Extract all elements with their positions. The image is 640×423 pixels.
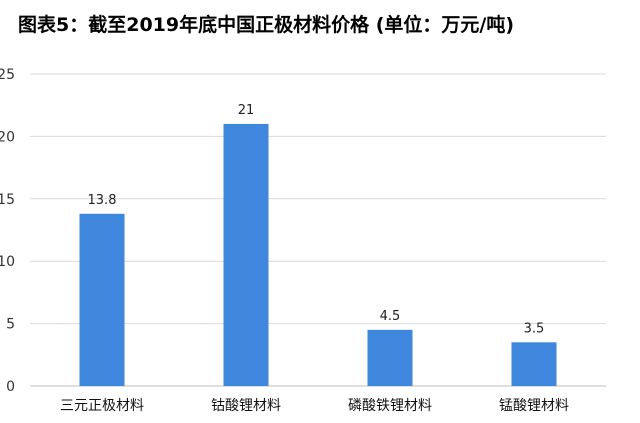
category-label: 磷酸铁锂材料: [348, 398, 432, 414]
y-tick-label: 20: [0, 129, 15, 145]
x-axis-categories: 三元正极材料 钴酸锂材料 磷酸铁锂材料 锰酸锂材料: [60, 398, 569, 414]
bar: [367, 329, 413, 386]
y-axis-ticks: 0 5 10 15 20 25: [0, 67, 15, 395]
y-tick-label: 15: [0, 192, 15, 208]
chart-title: 图表5：截至2019年底中国正极材料价格 (单位：万元/吨): [18, 14, 515, 36]
y-tick-label: 0: [6, 379, 15, 395]
data-label: 21: [238, 103, 255, 118]
category-label: 钴酸锂材料: [211, 398, 281, 414]
data-label: 13.8: [88, 193, 117, 208]
y-tick-label: 5: [6, 317, 15, 333]
data-labels: 13.8 21 4.5 3.5: [88, 103, 545, 336]
category-label: 锰酸锂材料: [499, 398, 569, 414]
y-tick-label: 10: [0, 254, 15, 270]
gridlines: [30, 73, 606, 387]
bars: [79, 123, 557, 387]
bar: [79, 213, 125, 386]
data-label: 3.5: [524, 321, 545, 336]
bar: [223, 123, 269, 387]
data-label: 4.5: [380, 309, 401, 324]
bar: [511, 342, 557, 386]
y-tick-label: 25: [0, 67, 15, 83]
category-label: 三元正极材料: [60, 398, 144, 414]
